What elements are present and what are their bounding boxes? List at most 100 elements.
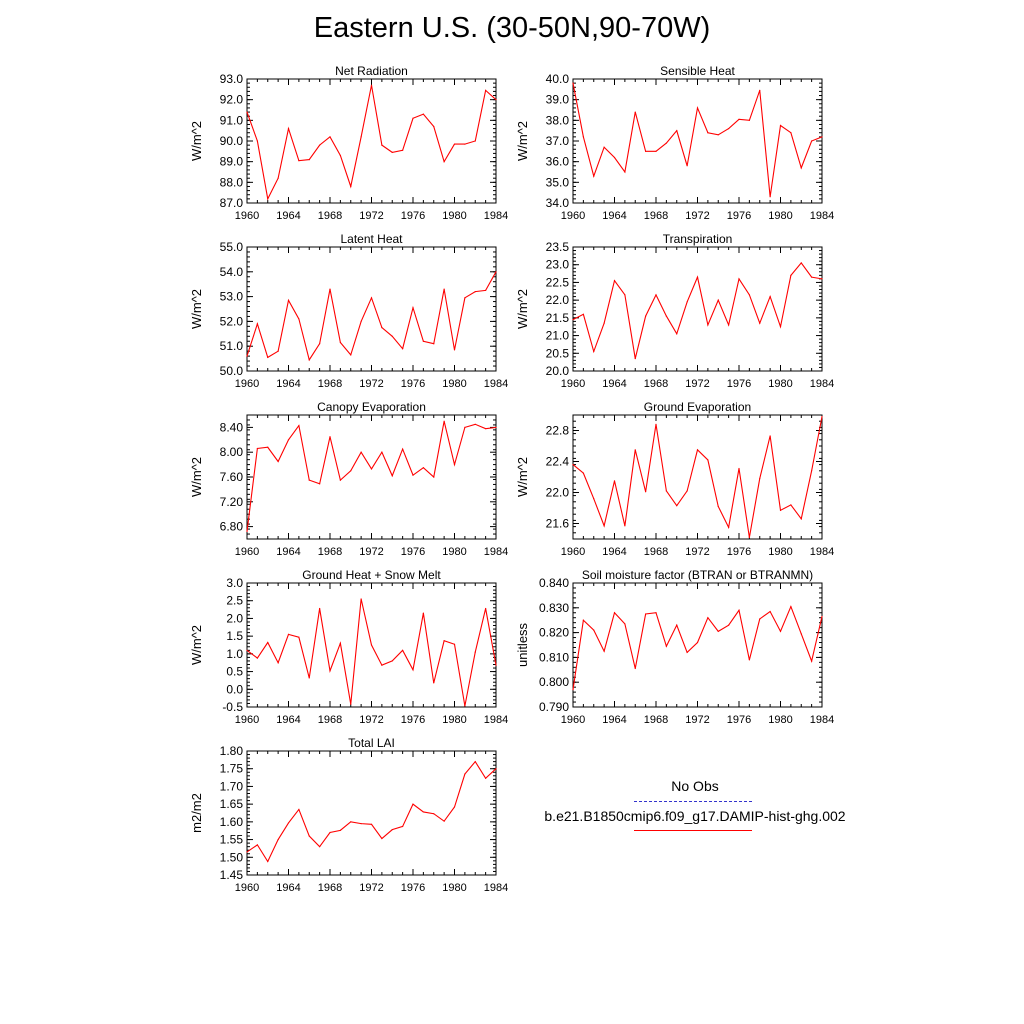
x-tick-label: 1968 (318, 882, 342, 894)
data-point (686, 651, 688, 654)
x-tick-label: 1984 (810, 210, 834, 222)
series-line (572, 605, 823, 690)
data-point (256, 844, 258, 846)
data-point (811, 276, 813, 278)
data-point (287, 822, 290, 824)
data-point (811, 470, 813, 472)
y-tick-label: 1.55 (220, 833, 244, 847)
data-point (613, 480, 616, 482)
data-point (634, 358, 636, 360)
data-point (267, 446, 269, 448)
panel-frame (246, 78, 497, 204)
data-point (759, 89, 761, 91)
panel-canopy-evaporation: Canopy Evaporation W/m^2 1960 1964 1968 1972 1… (189, 400, 508, 558)
data-point (593, 629, 595, 631)
data-point (696, 276, 699, 278)
data-point (308, 159, 310, 161)
x-tick-label: 1984 (484, 210, 508, 222)
data-point (582, 619, 584, 621)
data-point (811, 140, 813, 142)
data-point (779, 630, 782, 632)
data-point (738, 609, 740, 611)
x-tick-label: 1960 (235, 210, 259, 222)
data-point (246, 355, 248, 357)
data-point (686, 165, 688, 167)
x-tick-label: 1980 (442, 378, 466, 390)
data-point (495, 664, 497, 666)
data-point (287, 128, 290, 130)
panel-total-lai: Total LAI m2/m2 1960 1964 1968 1972 1976 1980 19… (189, 736, 508, 894)
y-tick-label: 37.0 (546, 134, 570, 148)
data-point (422, 811, 424, 813)
data-point (370, 644, 373, 646)
data-point (717, 505, 719, 508)
y-tick-label: 50.0 (220, 364, 244, 378)
data-point (443, 288, 445, 290)
data-point (453, 143, 456, 145)
data-point (433, 813, 435, 815)
data-point (759, 322, 761, 324)
data-point (370, 468, 373, 470)
data-point (485, 607, 487, 610)
data-point (769, 435, 771, 437)
y-axis-label: unitless (515, 622, 530, 667)
y-tick-label: 90.0 (220, 134, 244, 148)
x-tick-label: 1980 (442, 882, 466, 894)
data-point (246, 649, 248, 651)
panel-title: Soil moisture factor (BTRAN or BTRANMN) (582, 568, 813, 582)
y-tick-label: 22.5 (546, 275, 570, 289)
data-point (624, 525, 626, 527)
data-point (645, 491, 647, 493)
data-point (298, 160, 300, 162)
data-point (267, 198, 269, 200)
data-point (381, 837, 383, 840)
y-tick-label: 3.0 (226, 576, 243, 590)
data-point (769, 296, 771, 298)
data-point (474, 140, 476, 142)
x-tick-label: 1972 (359, 882, 383, 894)
data-point (485, 89, 487, 91)
x-tick-label: 1976 (401, 210, 425, 222)
data-point (381, 451, 383, 453)
data-point (495, 426, 497, 428)
page-title: Eastern U.S. (30-50N,90-70W) (313, 12, 711, 44)
data-point (360, 598, 362, 600)
x-tick-label: 1964 (602, 378, 626, 390)
data-point (613, 156, 616, 159)
series-line (572, 83, 823, 197)
data-point (572, 82, 574, 84)
x-tick-label: 1964 (276, 210, 300, 222)
y-tick-label: 22.8 (546, 424, 570, 438)
data-point (707, 132, 709, 134)
data-point (329, 436, 331, 438)
data-point (453, 349, 456, 351)
x-tick-label: 1960 (235, 714, 259, 726)
y-axis-label: W/m^2 (189, 457, 204, 497)
data-point (779, 124, 782, 127)
data-point (370, 297, 373, 299)
x-tick-label: 1960 (561, 546, 585, 558)
data-point (655, 294, 657, 296)
data-point (329, 288, 331, 290)
data-point (474, 291, 476, 293)
y-tick-label: 40.0 (546, 72, 570, 86)
data-point (443, 640, 445, 642)
data-point (298, 636, 300, 638)
x-tick-label: 1984 (810, 546, 834, 558)
data-point (287, 299, 290, 301)
y-tick-label: 1.60 (220, 815, 244, 829)
data-point (676, 505, 678, 507)
legend-model-label: b.e21.B1850cmip6.f09_g17.DAMIP-hist-ghg.… (544, 808, 846, 824)
x-tick-label: 1984 (484, 546, 508, 558)
y-tick-label: 52.0 (220, 314, 244, 328)
y-tick-label: 87.0 (220, 196, 244, 210)
y-tick-label: 6.80 (220, 520, 244, 534)
y-tick-label: 7.20 (220, 495, 244, 509)
data-point (422, 340, 424, 342)
data-point (412, 307, 414, 309)
x-tick-label: 1968 (318, 714, 342, 726)
data-point (655, 150, 657, 152)
data-point (360, 823, 362, 825)
data-point (339, 829, 341, 831)
data-point (800, 167, 802, 169)
